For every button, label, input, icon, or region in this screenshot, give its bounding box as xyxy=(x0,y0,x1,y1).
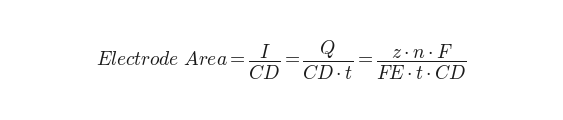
Text: $\mathit{Electrode\ Area} = \dfrac{I}{CD} = \dfrac{Q}{CD \cdot t} = \dfrac{z \cd: $\mathit{Electrode\ Area} = \dfrac{I}{CD… xyxy=(96,39,467,81)
